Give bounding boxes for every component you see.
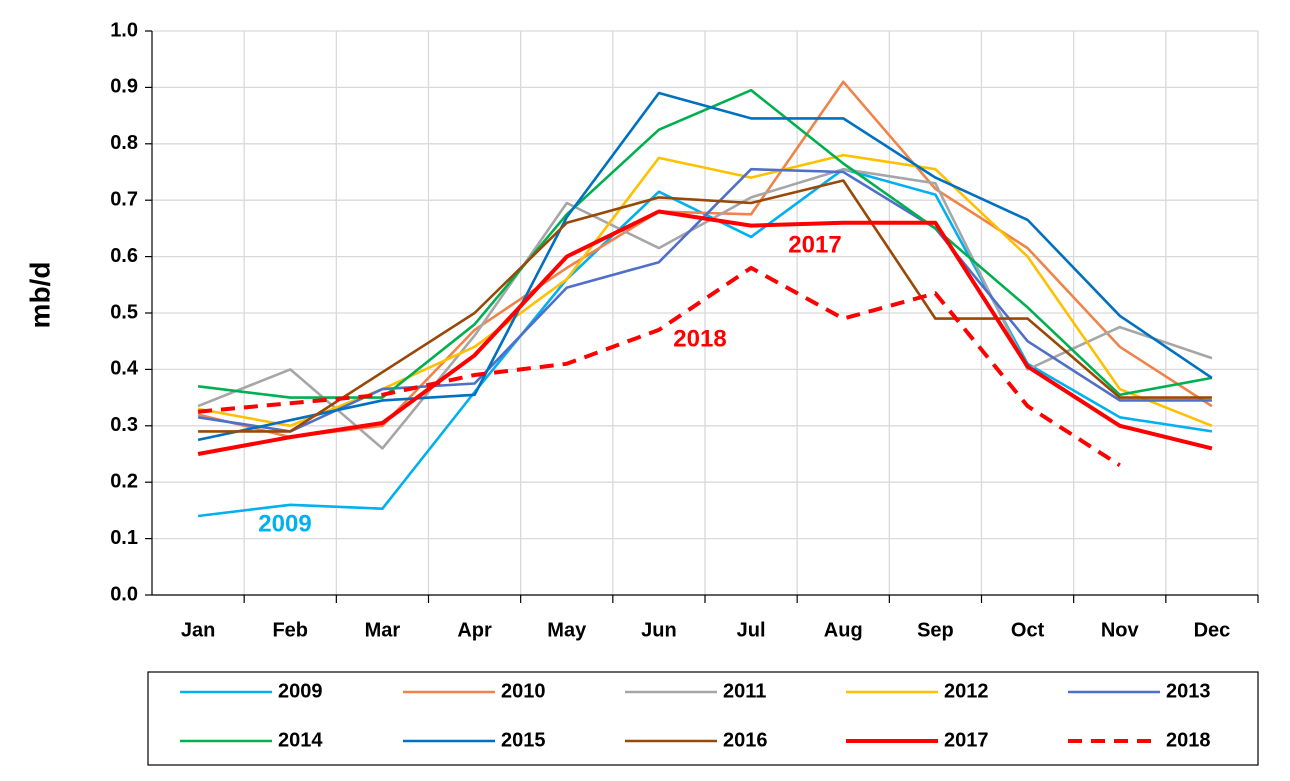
x-tick-label: May xyxy=(547,619,587,641)
annotation: 2018 xyxy=(673,325,726,352)
legend-label: 2014 xyxy=(278,729,323,751)
y-tick-label: 1.0 xyxy=(110,19,138,41)
x-tick-label: Oct xyxy=(1011,619,1045,641)
annotation: 2017 xyxy=(788,231,841,258)
legend-label: 2011 xyxy=(723,680,766,702)
y-tick-label: 0.5 xyxy=(110,301,138,323)
series-line xyxy=(198,179,1212,433)
y-axis-label: mb/d xyxy=(24,262,55,329)
series-line xyxy=(197,265,1121,467)
annotation: 2009 xyxy=(258,510,311,537)
x-tick-label: Mar xyxy=(365,619,401,641)
y-tick-label: 0.3 xyxy=(110,414,138,436)
x-tick-label: Apr xyxy=(457,619,492,641)
y-tick-label: 0.6 xyxy=(110,245,138,267)
legend-label: 2009 xyxy=(278,680,323,702)
x-tick-label: Jan xyxy=(181,619,215,641)
series-line xyxy=(197,80,1213,439)
legend-label: 2018 xyxy=(1166,729,1211,751)
legend-box xyxy=(147,671,1259,766)
legend-label: 2010 xyxy=(501,680,546,702)
y-tick-label: 0.0 xyxy=(110,583,138,605)
x-tick-label: Feb xyxy=(272,619,308,641)
x-tick-label: Aug xyxy=(824,619,863,641)
x-tick-label: Nov xyxy=(1101,619,1140,641)
legend-label: 2013 xyxy=(1166,680,1211,702)
y-tick-label: 0.7 xyxy=(110,188,138,210)
y-tick-label: 0.8 xyxy=(110,132,138,154)
x-tick-label: Dec xyxy=(1194,619,1231,641)
legend-label: 2015 xyxy=(501,729,546,751)
series-line xyxy=(197,167,1213,450)
legend-label: 2016 xyxy=(723,729,768,751)
y-tick-label: 0.1 xyxy=(110,527,138,549)
series-line xyxy=(197,91,1213,442)
series-line xyxy=(197,209,1213,456)
x-tick-label: Jun xyxy=(641,619,677,641)
legend-label: 2012 xyxy=(944,680,989,702)
x-tick-label: Sep xyxy=(917,619,954,641)
legend-label: 2017 xyxy=(944,729,989,751)
y-tick-label: 0.9 xyxy=(110,76,138,98)
y-tick-label: 0.4 xyxy=(110,358,139,380)
x-tick-label: Jul xyxy=(737,619,766,641)
y-tick-label: 0.2 xyxy=(110,470,138,492)
